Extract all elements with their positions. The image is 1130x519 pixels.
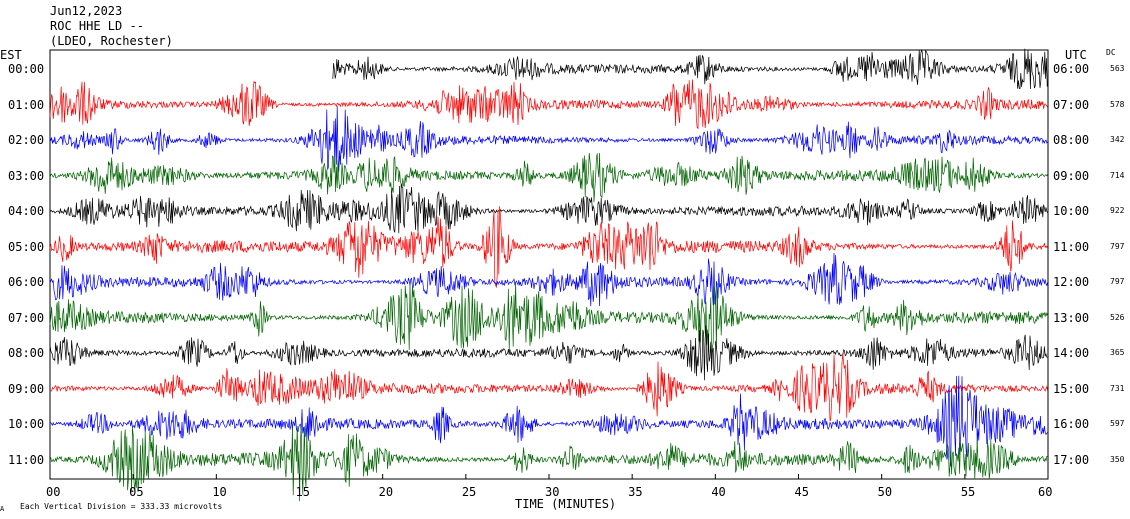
trace-row-11	[49, 424, 1048, 502]
utc-label: 12:00	[1053, 275, 1090, 289]
est-label: 10:00	[8, 417, 45, 431]
est-label: 09:00	[8, 381, 45, 396]
plot-frame	[49, 49, 1049, 480]
trace-row-7	[49, 282, 1048, 360]
trace-row-0	[332, 48, 1049, 90]
est-label: 01:00	[8, 97, 45, 112]
x-tick-label: 50	[877, 485, 893, 499]
dc-value: 563	[1110, 64, 1125, 73]
dc-value: 597	[1110, 419, 1125, 428]
utc-label: 08:00	[1053, 133, 1090, 147]
dc-value: 797	[1110, 241, 1125, 251]
utc-label: 15:00	[1053, 381, 1090, 396]
x-tick-label: 10	[212, 485, 227, 499]
trace-row-8	[49, 325, 1048, 381]
dc-value: 526	[1110, 312, 1125, 322]
x-axis-label: TIME (MINUTES)	[515, 497, 617, 511]
trace-row-2	[49, 105, 1048, 173]
x-tick-label: 15	[295, 485, 310, 499]
x-tick-label: 30	[545, 485, 560, 499]
utc-label: 17:00	[1053, 452, 1090, 467]
x-tick-label: 45	[794, 485, 809, 499]
est-label: 03:00	[8, 168, 45, 183]
utc-label: 06:00	[1053, 62, 1090, 76]
dc-value: 342	[1110, 135, 1125, 144]
utc-axis-title: UTC	[1065, 48, 1087, 62]
trace-row-1	[49, 79, 1048, 130]
dc-value: 578	[1110, 99, 1125, 109]
est-label: 04:00	[8, 204, 45, 218]
dc-value: 922	[1110, 206, 1125, 215]
scale-note: Each Vertical Division = 333.33 microvol…	[20, 502, 223, 511]
header-station: ROC HHE LD --	[50, 19, 144, 33]
est-label: 11:00	[8, 452, 45, 467]
x-tick-label: 05	[129, 485, 144, 499]
trace-row-5	[49, 206, 1048, 289]
utc-label: 10:00	[1053, 204, 1090, 218]
header-network: (LDEO, Rochester)	[50, 34, 173, 48]
dc-value: 731	[1110, 383, 1125, 393]
est-label: 02:00	[8, 133, 45, 147]
x-tick-label: 60	[1038, 485, 1053, 499]
x-tick-label: 00	[46, 485, 61, 499]
x-tick-label: 20	[378, 485, 394, 499]
x-tick-label: 25	[461, 485, 477, 499]
est-label: 00:00	[8, 62, 45, 76]
utc-label: 13:00	[1053, 310, 1090, 325]
trace-row-3	[49, 152, 1048, 203]
est-label: 07:00	[8, 310, 45, 325]
utc-label: 07:00	[1053, 97, 1090, 112]
dc-value: 797	[1110, 277, 1125, 286]
dc-value: 350	[1110, 454, 1125, 464]
est-label: 06:00	[8, 275, 45, 289]
utc-label: 11:00	[1053, 239, 1090, 254]
utc-label: 09:00	[1053, 168, 1090, 183]
corner-mark: A	[0, 505, 5, 513]
trace-row-9	[49, 353, 1048, 422]
utc-label: 14:00	[1053, 346, 1090, 360]
est-label: 08:00	[8, 346, 45, 360]
x-tick-label: 55	[960, 485, 976, 499]
dc-value: 365	[1110, 348, 1125, 357]
trace-row-4	[49, 183, 1048, 234]
x-tick-label: 40	[711, 485, 726, 499]
dc-value: 714	[1110, 170, 1125, 180]
trace-row-6	[49, 252, 1048, 307]
est-label: 05:00	[8, 239, 45, 254]
dc-title: DC	[1106, 48, 1116, 57]
trace-row-10	[49, 375, 1048, 467]
x-tick-label: 35	[628, 485, 643, 499]
utc-label: 16:00	[1053, 417, 1090, 431]
header-date: Jun12,2023	[50, 4, 123, 18]
est-axis-title: EST	[0, 48, 22, 62]
